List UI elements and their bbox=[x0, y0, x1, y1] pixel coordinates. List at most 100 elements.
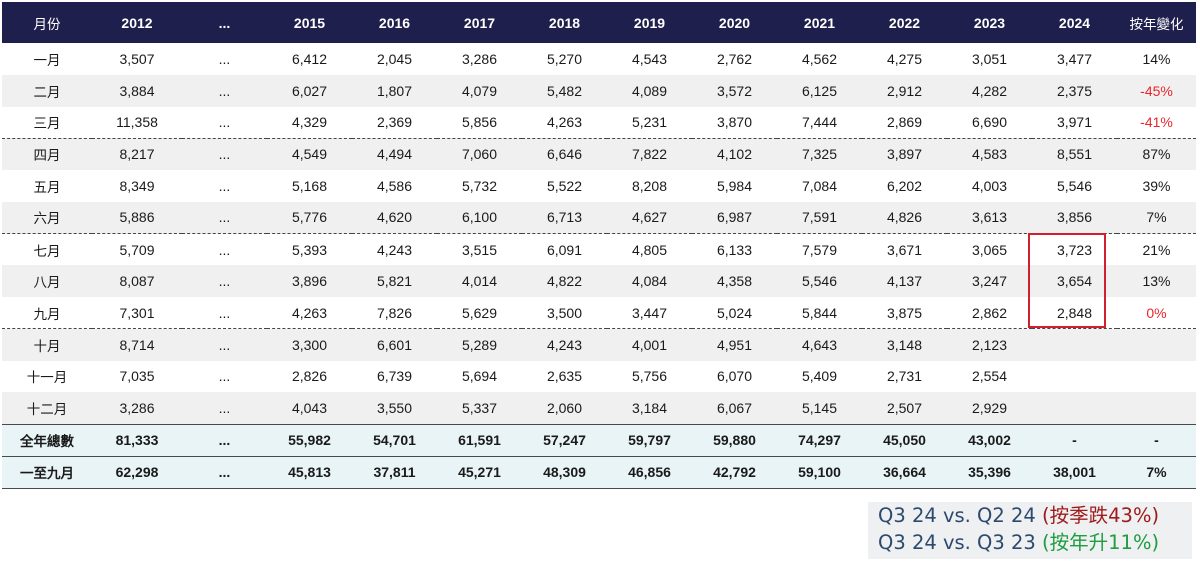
table-cell: 3,065 bbox=[947, 233, 1032, 266]
table-cell: 3,971 bbox=[1056, 114, 1093, 131]
table-cell: 6,070 bbox=[716, 368, 753, 385]
total-cell: 36,664 bbox=[862, 455, 947, 489]
column-header-year: ... bbox=[218, 14, 231, 31]
table-cell: 2,375 bbox=[1056, 82, 1093, 99]
table-cell: 5,231 bbox=[631, 114, 668, 131]
month-label: 一月 bbox=[33, 52, 61, 69]
table-cell: 3,870 bbox=[716, 114, 753, 131]
table-cell: 4,620 bbox=[376, 209, 413, 226]
total-label: 全年總數 bbox=[2, 423, 92, 456]
table-cell: 2,731 bbox=[886, 368, 923, 385]
table-cell: 4,583 bbox=[947, 137, 1032, 170]
table-cell: 5,776 bbox=[291, 209, 328, 226]
table-cell: 4,329 bbox=[291, 114, 328, 131]
total-cell: 37,811 bbox=[352, 455, 437, 489]
total-cell: 81,333 bbox=[92, 423, 182, 456]
total-cell: 62,298 bbox=[92, 455, 182, 489]
table-cell: 3,500 bbox=[546, 304, 583, 321]
table-cell: 5,024 bbox=[716, 304, 753, 321]
total-cell: 42,792 bbox=[692, 455, 777, 489]
table-row: 十一月 7,035... 2,826 6,739 5,694 2,635 5,756 6,07… bbox=[2, 361, 1196, 393]
table-cell: 5,756 bbox=[631, 368, 668, 385]
table-row: 八月 8,087... 3,896 5,821 4,014 4,822 4,084 4,358… bbox=[2, 265, 1196, 297]
column-header-year: 2015 bbox=[293, 14, 326, 31]
column-header-year: 2024 bbox=[1058, 14, 1091, 31]
table-cell: ... bbox=[182, 328, 267, 361]
total-cell: 59,797 bbox=[607, 423, 692, 456]
table-row: 九月 7,301... 4,263 7,826 5,629 3,500 3,447 5,024… bbox=[2, 297, 1196, 329]
table-cell: 2,507 bbox=[886, 399, 923, 416]
table-cell: ... bbox=[218, 304, 231, 321]
total-cell: - bbox=[1032, 423, 1117, 456]
table-cell: 3,572 bbox=[716, 82, 753, 99]
table-cell: 5,289 bbox=[437, 328, 522, 361]
yoy-change-cell bbox=[1117, 328, 1196, 361]
table-cell: 4,549 bbox=[267, 137, 352, 170]
table-cell: 5,694 bbox=[461, 368, 498, 385]
month-label: 十一月 bbox=[26, 370, 68, 387]
column-header-year: 2022 bbox=[888, 14, 921, 31]
column-header-year: 2020 bbox=[718, 14, 751, 31]
table-cell: 5,546 bbox=[801, 273, 838, 290]
table-cell: 3,477 bbox=[1056, 50, 1093, 67]
table-cell: 5,522 bbox=[546, 177, 583, 194]
column-header-year: 2019 bbox=[633, 14, 666, 31]
month-label: 六月 bbox=[33, 211, 61, 228]
table-cell: 3,300 bbox=[267, 328, 352, 361]
month-label: 八月 bbox=[33, 275, 61, 292]
total-row: 全年總數 81,333... 55,982 54,701 61,591 57,247 59,… bbox=[2, 423, 1196, 456]
table-cell: 4,805 bbox=[607, 233, 692, 266]
yoy-change-cell bbox=[1117, 392, 1196, 424]
month-label: 四月 bbox=[2, 137, 92, 170]
table-cell: 6,690 bbox=[971, 114, 1008, 131]
total-cell: 38,001 bbox=[1032, 455, 1117, 489]
total-label: 一至九月 bbox=[2, 455, 92, 489]
table-cell: 4,263 bbox=[546, 114, 583, 131]
yoy-change-cell: 13% bbox=[1142, 273, 1171, 290]
table-cell: 4,089 bbox=[631, 82, 668, 99]
table-cell: ... bbox=[218, 82, 231, 99]
table-cell: 3,515 bbox=[437, 233, 522, 266]
table-cell: 3,184 bbox=[631, 399, 668, 416]
table-cell: 4,826 bbox=[886, 209, 923, 226]
table-row: 四月 8,217... 4,549 4,494 7,060 6,646 7,822 4,102… bbox=[2, 137, 1196, 170]
table-cell: 7,826 bbox=[376, 304, 413, 321]
table-cell: 2,762 bbox=[716, 50, 753, 67]
table-cell bbox=[1032, 392, 1117, 424]
total-yoy-change-cell: - bbox=[1117, 423, 1196, 456]
table-cell: 7,301 bbox=[119, 304, 155, 321]
table-cell: 8,349 bbox=[119, 177, 155, 194]
table-cell: 1,807 bbox=[376, 82, 413, 99]
month-label: 七月 bbox=[2, 233, 92, 266]
total-cell: 54,701 bbox=[352, 423, 437, 456]
table-cell: 7,325 bbox=[777, 137, 862, 170]
table-cell: 3,148 bbox=[862, 328, 947, 361]
table-cell: 3,447 bbox=[631, 304, 668, 321]
total-cell: 45,271 bbox=[437, 455, 522, 489]
table-cell: 3,550 bbox=[376, 399, 413, 416]
table-cell: 2,929 bbox=[971, 399, 1008, 416]
summary-qoq-line: Q3 24 vs. Q2 24 (按季跌43%) bbox=[878, 502, 1192, 529]
table-cell: 3,723 bbox=[1032, 233, 1117, 266]
table-cell bbox=[1032, 361, 1117, 393]
table-cell: 2,826 bbox=[291, 368, 328, 385]
yoy-change-cell: 7% bbox=[1146, 209, 1167, 226]
summary-qoq-label: Q3 24 vs. Q2 24 bbox=[878, 504, 1043, 527]
month-label: 二月 bbox=[33, 84, 61, 101]
total-cell: 59,100 bbox=[777, 455, 862, 489]
column-header-year: 2023 bbox=[973, 14, 1006, 31]
table-cell: 4,586 bbox=[376, 177, 413, 194]
table-cell: 5,984 bbox=[716, 177, 753, 194]
table-cell: 2,123 bbox=[947, 328, 1032, 361]
table-cell: 6,412 bbox=[291, 50, 328, 67]
total-cell: ... bbox=[182, 423, 267, 456]
table-cell: 2,554 bbox=[971, 368, 1008, 385]
summary-qoq-change: (按季跌43%) bbox=[1042, 504, 1160, 527]
table-cell: 4,001 bbox=[607, 328, 692, 361]
table-cell bbox=[1032, 328, 1117, 361]
table-cell: 6,202 bbox=[886, 177, 923, 194]
table-cell: 5,145 bbox=[801, 399, 838, 416]
summary-yoy-change: (按年升11%) bbox=[1042, 531, 1160, 554]
column-header-year: 2012 bbox=[121, 14, 153, 31]
total-cell: 57,247 bbox=[522, 423, 607, 456]
